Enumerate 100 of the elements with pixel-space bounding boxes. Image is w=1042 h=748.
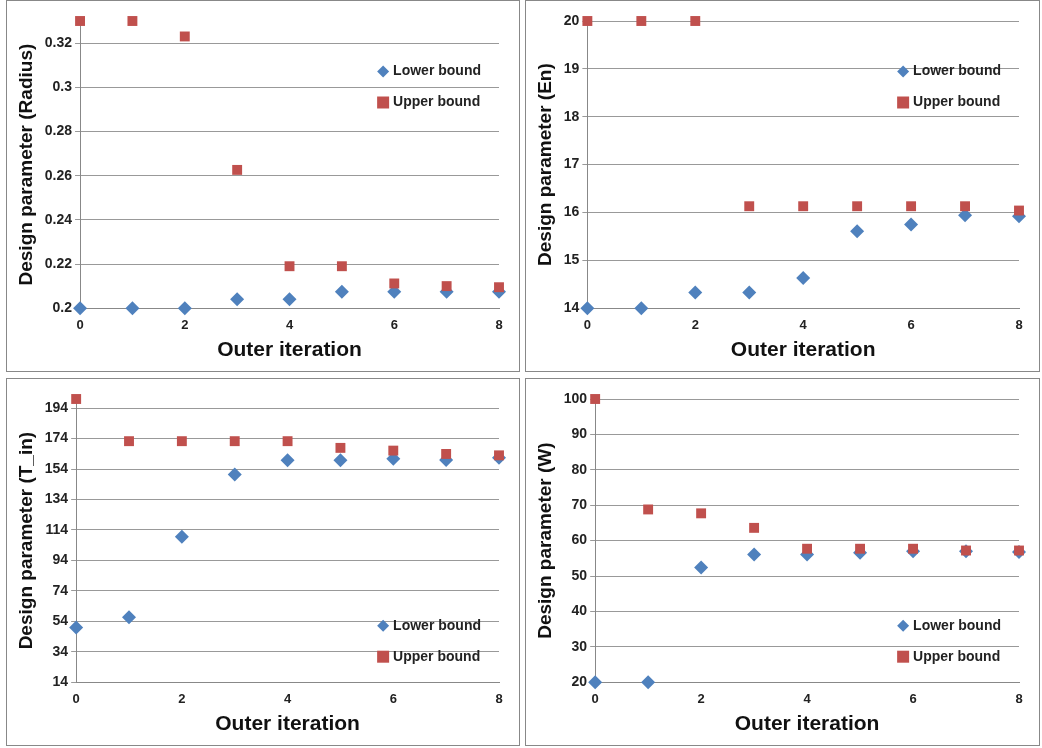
x-tick-label: 0 — [591, 690, 599, 706]
y-tick-label: 54 — [52, 612, 69, 629]
y-tick-label: 0.3 — [52, 78, 73, 95]
point — [333, 453, 348, 468]
point — [232, 164, 243, 175]
legend-label: Lower bound — [393, 616, 482, 633]
x-axis-title: Outer iteration — [217, 337, 362, 361]
y-axis-title: Design parameter (Radius) — [14, 43, 36, 286]
point — [494, 450, 504, 461]
point — [904, 217, 919, 232]
point — [388, 445, 399, 456]
x-tick-label: 6 — [389, 690, 397, 706]
point — [634, 301, 649, 316]
point — [229, 436, 240, 447]
point — [334, 284, 349, 299]
y-tick-label: 154 — [44, 459, 69, 476]
x-axis-title: Outer iteration — [730, 337, 876, 361]
y-tick-label: 34 — [52, 642, 69, 659]
legend-label: Upper bound — [393, 93, 481, 110]
point — [742, 285, 757, 300]
legend-label: Lower bound — [913, 62, 1002, 79]
y-tick-label: 0.28 — [44, 122, 73, 139]
y-tick-label: 80 — [571, 460, 588, 477]
point — [852, 201, 863, 212]
point — [441, 449, 452, 459]
y-axis-title: Design parameter (En) — [533, 63, 555, 266]
y-tick-label: 50 — [571, 566, 588, 583]
point — [122, 610, 137, 625]
point — [124, 436, 134, 447]
y-axis-title: Design parameter (W) — [533, 442, 555, 639]
point — [73, 301, 88, 316]
x-tick-label: 2 — [691, 316, 699, 332]
point — [582, 16, 593, 26]
legend-label: Upper bound — [393, 647, 481, 664]
y-tick-label: 74 — [52, 581, 69, 598]
y-tick-label: 114 — [45, 520, 69, 537]
legend-label: Lower bound — [913, 616, 1002, 633]
point — [389, 278, 400, 289]
y-tick-label: 0.24 — [44, 210, 73, 227]
y-axis-title: Design parameter (T_in) — [14, 431, 36, 650]
x-tick-label: 8 — [495, 690, 503, 706]
y-tick-label: 70 — [571, 496, 588, 513]
y-tick-label: 0.22 — [44, 254, 73, 271]
x-tick-label: 4 — [283, 690, 292, 706]
point — [176, 436, 187, 447]
y-tick-label: 20 — [563, 11, 580, 28]
point — [641, 675, 656, 690]
point — [588, 675, 603, 690]
legend-label: Upper bound — [913, 647, 1001, 664]
x-tick-label: 6 — [390, 316, 398, 332]
legend-label: Lower bound — [393, 62, 482, 79]
y-tick-label: 60 — [571, 531, 588, 548]
point — [744, 201, 755, 212]
point — [580, 301, 595, 316]
y-tick-label: 30 — [571, 637, 588, 654]
x-axis-title: Outer iteration — [734, 711, 880, 735]
point — [696, 508, 707, 519]
y-tick-label: 20 — [571, 673, 588, 690]
point — [174, 529, 189, 544]
x-tick-label: 4 — [799, 316, 808, 332]
point — [960, 201, 970, 212]
x-tick-label: 6 — [909, 690, 917, 706]
point — [690, 16, 701, 26]
point — [127, 16, 138, 26]
y-tick-label: 100 — [563, 389, 588, 406]
point — [125, 301, 140, 316]
point — [336, 261, 347, 272]
y-tick-label: 14 — [563, 299, 580, 316]
y-tick-label: 174 — [44, 429, 69, 446]
y-tick-label: 90 — [571, 425, 588, 442]
x-tick-label: 6 — [907, 316, 915, 332]
y-tick-label: 18 — [563, 107, 580, 124]
x-tick-label: 8 — [1015, 316, 1023, 332]
point — [850, 224, 865, 239]
point — [75, 16, 85, 26]
point — [855, 543, 866, 554]
y-tick-label: 16 — [563, 203, 580, 220]
x-tick-label: 4 — [803, 690, 812, 706]
x-axis-title: Outer iteration — [215, 711, 360, 735]
y-tick-label: 40 — [571, 602, 588, 619]
y-tick-label: 19 — [563, 59, 580, 76]
x-tick-label: 2 — [181, 316, 189, 332]
point — [335, 442, 346, 453]
x-tick-label: 2 — [178, 690, 186, 706]
x-tick-label: 8 — [495, 316, 503, 332]
point — [230, 292, 245, 307]
y-tick-label: 17 — [563, 155, 580, 172]
legend-label: Upper bound — [913, 93, 1001, 110]
point — [688, 285, 703, 300]
point — [643, 504, 654, 515]
y-tick-label: 134 — [44, 490, 69, 507]
point — [802, 543, 813, 554]
x-tick-label: 2 — [697, 690, 705, 706]
x-tick-label: 0 — [583, 316, 591, 332]
point — [179, 31, 190, 42]
x-tick-label: 0 — [72, 690, 80, 706]
point — [227, 467, 242, 482]
y-tick-label: 94 — [52, 551, 69, 568]
point — [282, 292, 297, 307]
point — [906, 201, 917, 212]
